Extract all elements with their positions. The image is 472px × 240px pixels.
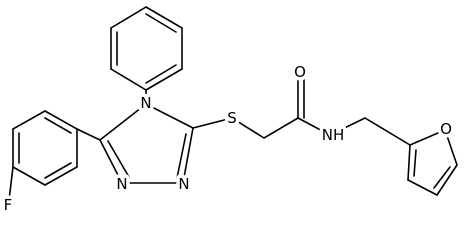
atom-label: N — [140, 94, 151, 112]
molecule-diagram: F N N N S O NH O — [3, 6, 458, 214]
atom-label: O — [294, 63, 306, 81]
atom-label: NH — [322, 126, 345, 144]
atom-label: N — [178, 175, 189, 193]
atom-label: O — [440, 120, 452, 138]
bonds — [8, 6, 458, 201]
atom-label: N — [116, 175, 127, 193]
atom-label: S — [227, 109, 237, 127]
atom-label: F — [4, 196, 13, 214]
